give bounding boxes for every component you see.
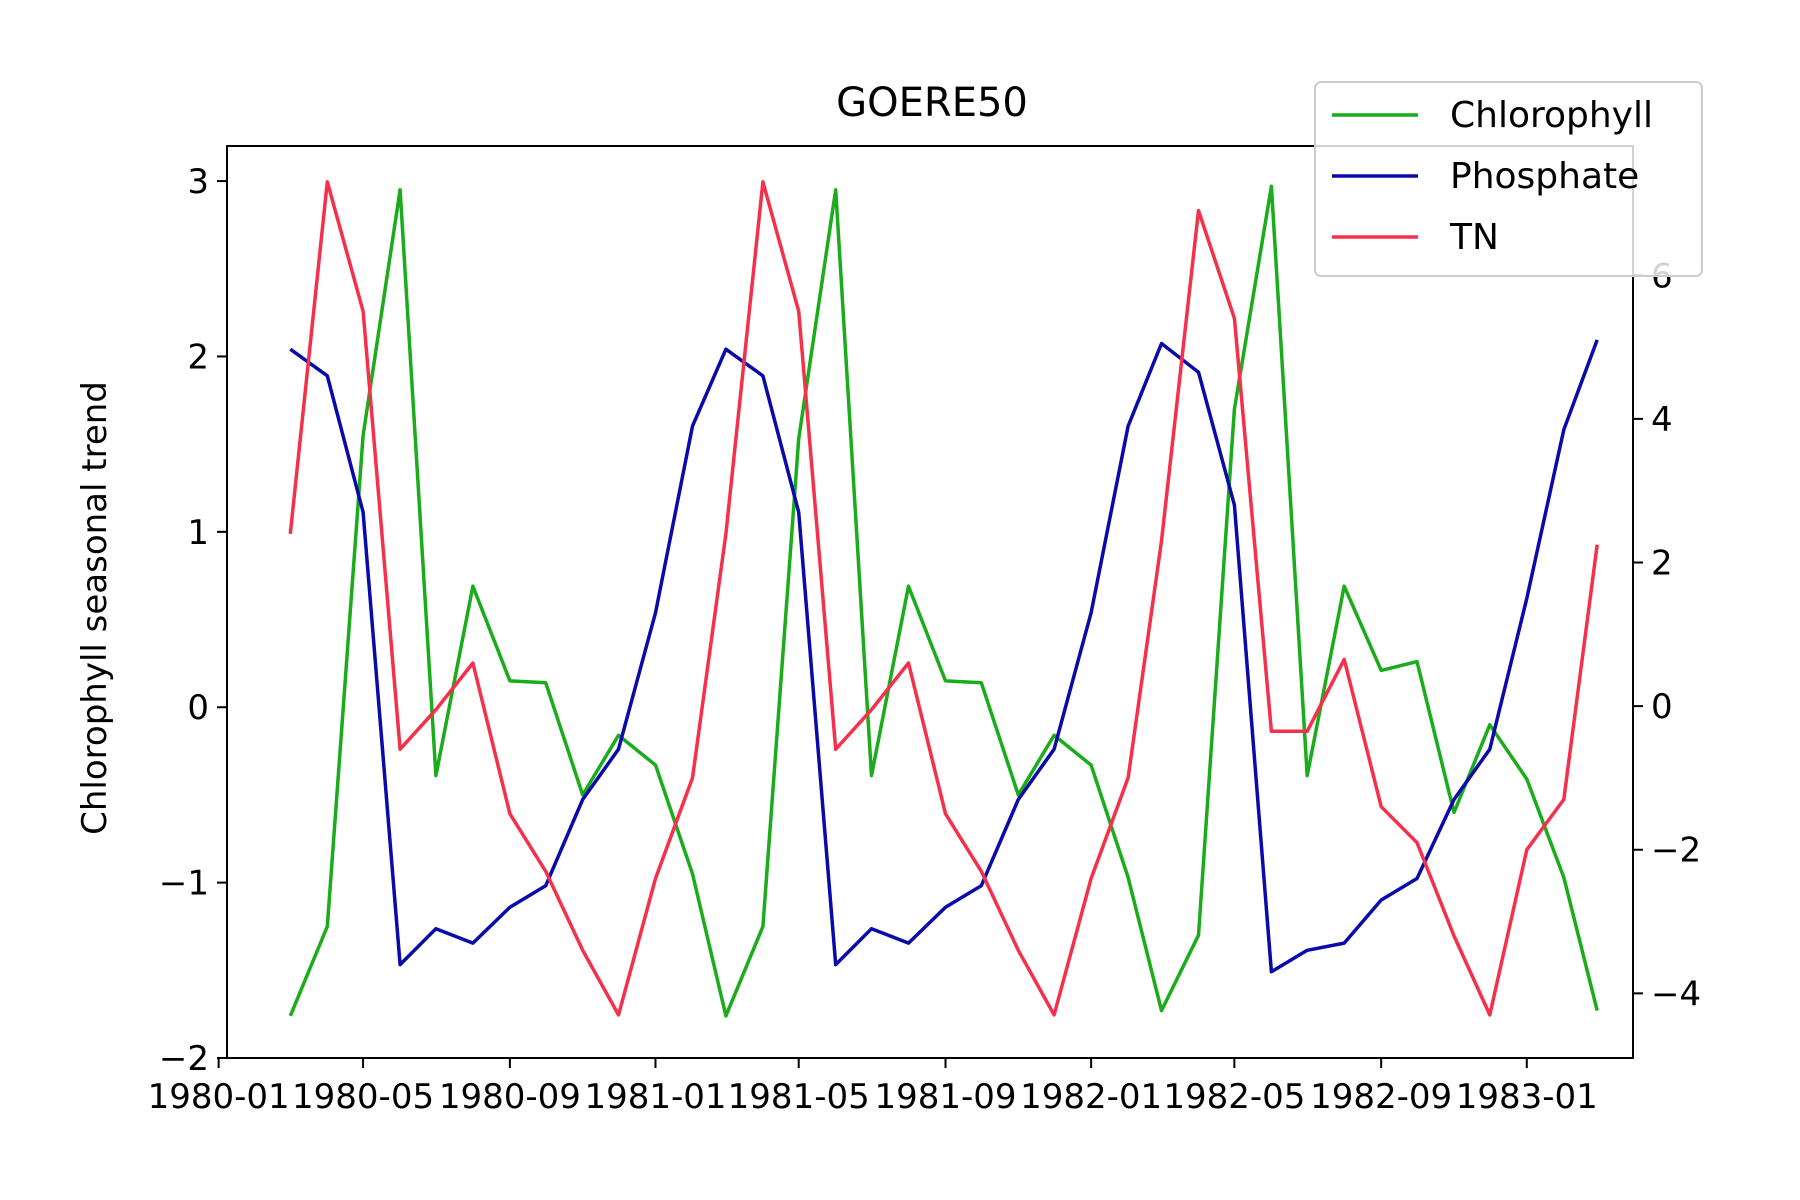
x-tick-label: 1980-01: [148, 1077, 290, 1117]
y-left-tick-label: 2: [187, 337, 209, 377]
y-left-tick-label: −1: [159, 864, 209, 904]
series-line-tn: [288, 180, 1599, 1017]
x-tick-label: 1981-05: [728, 1077, 870, 1117]
y-left-tick-label: 3: [187, 162, 209, 202]
y-right-tick-label: −2: [1651, 831, 1701, 871]
legend-label-phosphate: Phosphate: [1450, 156, 1639, 197]
series-line-phosphate: [289, 339, 1599, 974]
y-right-tick-label: 4: [1651, 400, 1673, 440]
y-right-tick-label: 2: [1651, 544, 1673, 584]
x-tick-label: 1982-09: [1310, 1077, 1452, 1117]
y-right-tick-label: 0: [1651, 687, 1673, 727]
y-left-tick-label: 1: [187, 513, 209, 553]
x-tick-label: 1982-05: [1163, 1077, 1305, 1117]
x-tick-label: 1981-01: [584, 1077, 726, 1117]
y-right-tick-label: −4: [1651, 974, 1701, 1014]
y-axis-right: 6420−2−4: [1633, 256, 1701, 1014]
x-tick-label: 1982-01: [1020, 1077, 1162, 1117]
series-line-chlorophyll: [288, 184, 1599, 1018]
chart-title: GOERE50: [836, 80, 1028, 126]
y-axis-left: 3 2 1 0 −1 −2: [159, 162, 227, 1079]
y-left-tick-label: 0: [187, 688, 209, 728]
x-tick-label: 1980-09: [439, 1077, 581, 1117]
x-axis: 1980-01 1980-05 1980-09 1981-01 1981-05 1981-…: [148, 1058, 1598, 1117]
y-left-tick-label: −2: [159, 1039, 209, 1079]
plot-frame: [226, 145, 1634, 1059]
series-layer: [288, 180, 1599, 1018]
x-tick-label: 1981-09: [874, 1077, 1016, 1117]
legend-box: [1314, 81, 1703, 277]
x-tick-label: 1983-01: [1456, 1077, 1598, 1117]
x-tick-label: 1980-05: [292, 1077, 434, 1117]
legend-label-chlorophyll: Chlorophyll: [1450, 95, 1653, 136]
legend-label-tn: TN: [1449, 217, 1499, 258]
y-axis-label: Chlorophyll seasonal trend: [75, 381, 115, 835]
legend: Chlorophyll Phosphate TN: [1314, 81, 1703, 277]
